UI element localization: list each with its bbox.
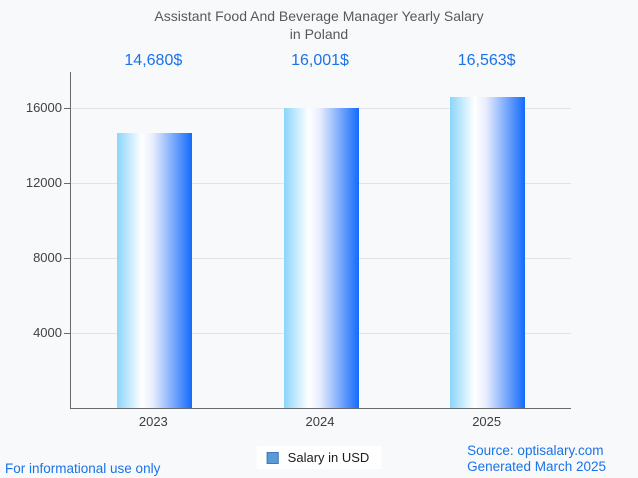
y-tick-mark-4000: [64, 333, 71, 334]
source-text: Source: optisalary.com: [467, 443, 604, 458]
x-axis-label-2024: 2024: [305, 414, 335, 429]
value-annotation-2024: 16,001$: [291, 52, 349, 69]
y-tick-mark-16000: [64, 108, 71, 109]
plot-area: [64, 72, 571, 409]
y-tick-mark-12000: [64, 183, 71, 184]
y-axis-label-4000: 4000: [33, 325, 62, 340]
value-annotation-2025: 16,563$: [457, 52, 516, 69]
chart-title-line1: Assistant Food And Beverage Manager Year…: [154, 8, 484, 24]
source-block: Source: optisalary.com Generated March 2…: [467, 443, 606, 475]
y-axis-label-8000: 8000: [33, 250, 62, 265]
y-tick-mark-8000: [64, 258, 71, 259]
legend: Salary in USD: [256, 446, 382, 469]
generated-text: Generated March 2025: [467, 459, 606, 474]
bar-2024[interactable]: [283, 107, 359, 408]
y-axis-label-12000: 12000: [25, 175, 62, 190]
bar-2023[interactable]: [116, 132, 192, 408]
x-axis-label-2025: 2025: [472, 414, 502, 429]
legend-label: Salary in USD: [287, 450, 370, 465]
value-annotation-2023: 14,680$: [124, 52, 183, 69]
bar-2025[interactable]: [450, 97, 526, 408]
disclaimer-note: For informational use only: [5, 461, 161, 476]
legend-color-swatch: [266, 451, 279, 464]
chart-title: Assistant Food And Beverage Manager Year…: [0, 7, 638, 43]
chart-title-line2: in Poland: [289, 26, 349, 42]
x-axis-label-2023: 2023: [138, 414, 168, 429]
y-axis-label-16000: 16000: [25, 100, 62, 115]
